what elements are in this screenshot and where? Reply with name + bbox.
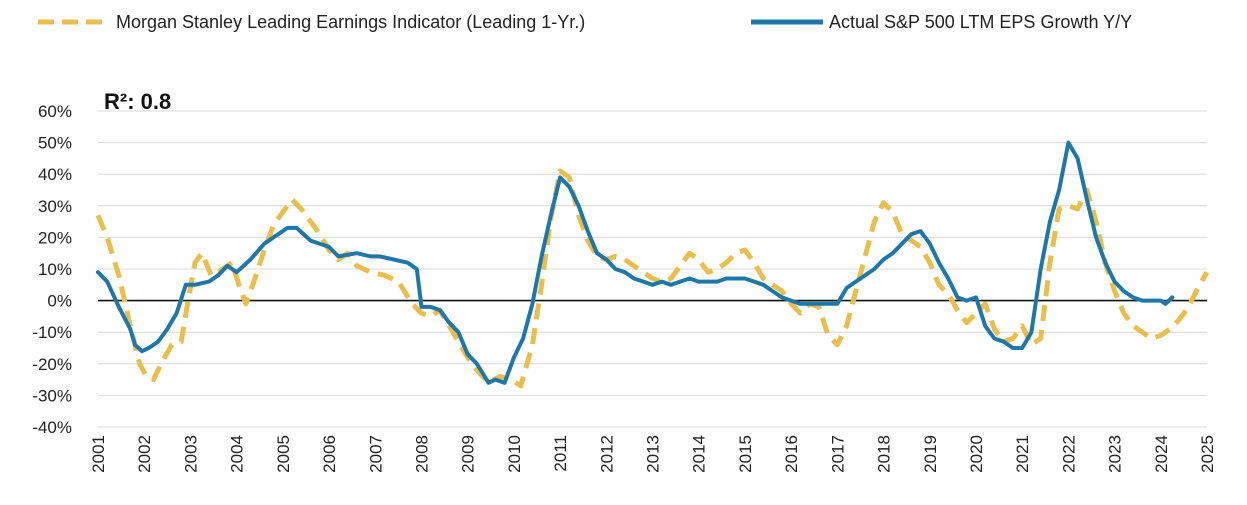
x-tick-label: 2022 — [1059, 435, 1078, 473]
x-tick-label: 2019 — [921, 435, 940, 473]
y-tick-label: -20% — [32, 355, 72, 374]
x-tick-label: 2006 — [320, 435, 339, 473]
series-lines — [95, 140, 1210, 389]
x-tick-label: 2017 — [828, 435, 847, 473]
x-tick-label: 2025 — [1198, 435, 1217, 473]
legend-item-actual-eps: Actual S&P 500 LTM EPS Growth Y/Y — [751, 12, 1132, 32]
y-tick-label: -10% — [32, 323, 72, 342]
y-tick-label: 50% — [38, 134, 72, 153]
x-tick-label: 2023 — [1106, 435, 1125, 473]
legend: Morgan Stanley Leading Earnings Indicato… — [38, 12, 1132, 32]
x-tick-label: 2024 — [1152, 435, 1171, 473]
x-tick-label: 2003 — [181, 435, 200, 473]
x-tick-label: 2014 — [690, 435, 709, 473]
x-axis-ticks: 2001 2002 2003 2004 2005 2006 2007 2008 2009 2010… — [89, 435, 1217, 473]
x-tick-label: 2005 — [274, 435, 293, 473]
x-tick-label: 2018 — [875, 435, 894, 473]
y-tick-label: 40% — [38, 165, 72, 184]
x-tick-label: 2010 — [505, 435, 524, 473]
y-tick-label: -40% — [32, 418, 72, 437]
x-tick-label: 2001 — [89, 435, 108, 473]
x-tick-label: 2020 — [967, 435, 986, 473]
legend-item-leading-indicator: Morgan Stanley Leading Earnings Indicato… — [38, 12, 585, 32]
series-line-actual-eps — [96, 140, 1175, 385]
x-tick-label: 2016 — [782, 435, 801, 473]
legend-label-leading-indicator: Morgan Stanley Leading Earnings Indicato… — [116, 12, 585, 32]
y-axis-ticks: 60% 50% 40% 30% 20% 10% 0% -10% -20% -30% -40% — [32, 102, 72, 437]
x-tick-label: 2004 — [228, 435, 247, 473]
y-tick-label: -30% — [32, 386, 72, 405]
x-tick-label: 2012 — [597, 435, 616, 473]
r-squared-annotation: R²: 0.8 — [104, 89, 171, 114]
y-tick-label: 10% — [38, 260, 72, 279]
x-tick-label: 2007 — [366, 435, 385, 473]
x-tick-label: 2011 — [551, 435, 570, 472]
x-tick-label: 2002 — [135, 435, 154, 473]
y-tick-label: 30% — [38, 197, 72, 216]
x-tick-label: 2021 — [1013, 435, 1032, 473]
y-tick-label: 0% — [47, 292, 72, 311]
x-tick-label: 2008 — [412, 435, 431, 473]
x-tick-label: 2015 — [736, 435, 755, 473]
y-tick-label: 60% — [38, 102, 72, 121]
x-tick-label: 2013 — [644, 435, 663, 473]
gridlines — [98, 110, 1207, 428]
legend-label-actual-eps: Actual S&P 500 LTM EPS Growth Y/Y — [829, 12, 1132, 32]
series-line-leading-indicator — [95, 168, 1210, 389]
y-tick-label: 20% — [38, 228, 72, 247]
x-tick-label: 2009 — [459, 435, 478, 473]
